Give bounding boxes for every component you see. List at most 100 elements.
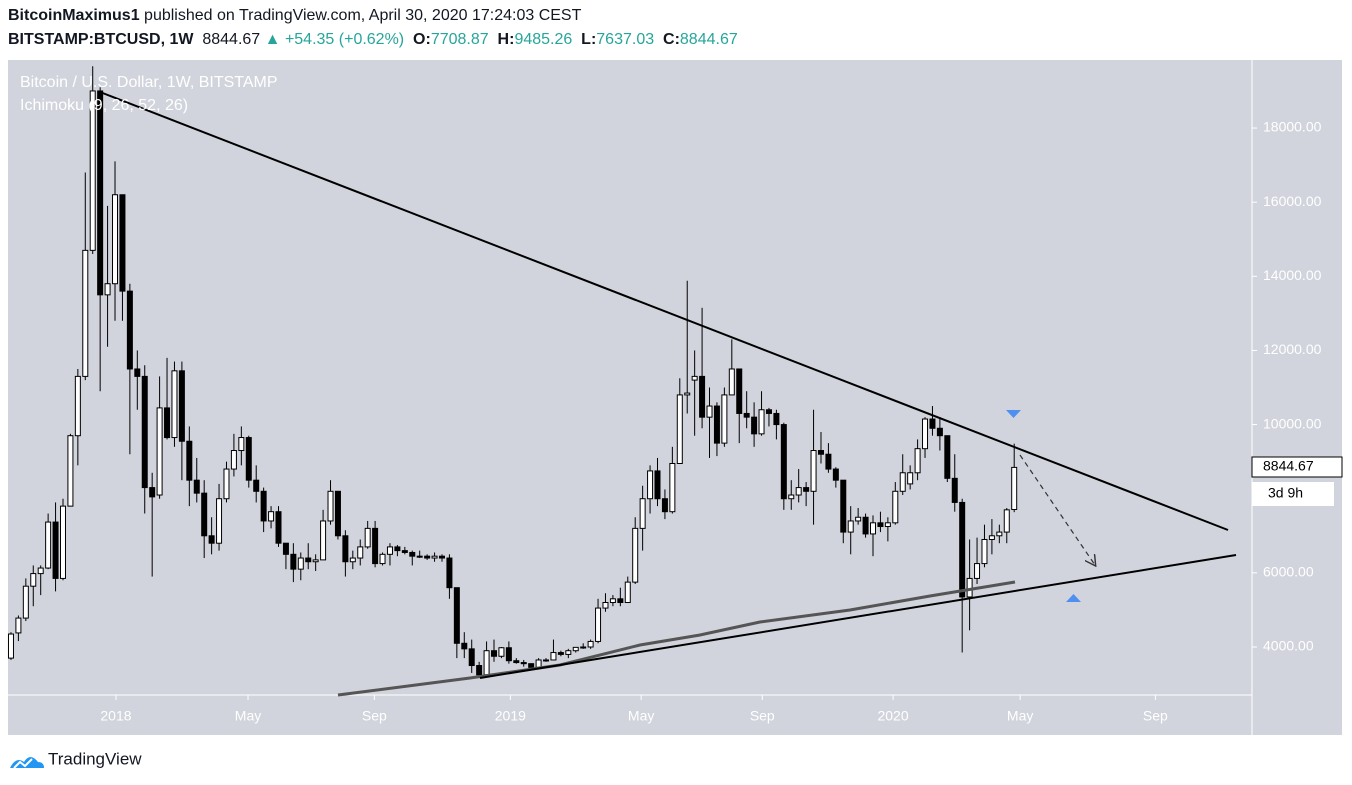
candle-body <box>617 598 624 604</box>
candle-body <box>320 520 327 561</box>
candle-body <box>609 598 616 604</box>
candle-body <box>907 472 914 485</box>
candle-body <box>572 646 579 652</box>
symbol: BITSTAMP:BTCUSD, 1W <box>8 31 194 48</box>
candle-body <box>691 375 698 381</box>
candle-body <box>156 407 163 496</box>
candle-body <box>401 550 408 553</box>
candle-body <box>877 522 884 528</box>
candle-body <box>996 531 1003 537</box>
candle-body <box>862 516 869 535</box>
up-marker <box>1066 594 1081 602</box>
candle-body <box>424 555 431 559</box>
candle-body <box>624 581 631 604</box>
candle-body <box>357 546 364 559</box>
low-value: 7637.03 <box>596 31 655 48</box>
candles <box>7 66 1018 677</box>
candle-body <box>565 650 572 655</box>
candle-body <box>476 665 483 676</box>
candle-body <box>505 647 512 662</box>
candle-body <box>988 535 995 540</box>
candle-body <box>134 368 141 377</box>
candle-body <box>461 642 468 650</box>
candle-body <box>974 563 981 579</box>
chart-background <box>8 60 1342 735</box>
candle-body <box>788 494 795 500</box>
candle-body <box>639 498 646 529</box>
candle-body <box>268 511 275 522</box>
candle-body <box>245 437 252 481</box>
candle-body <box>810 450 817 492</box>
candle-body <box>543 659 550 662</box>
candle-body <box>1011 466 1018 511</box>
candle-body <box>30 573 37 587</box>
candle-body <box>684 392 691 396</box>
candle-body <box>59 505 66 579</box>
last-price-box <box>1251 456 1343 478</box>
x-tick-label: Sep <box>1143 708 1168 724</box>
candle-body <box>728 368 735 396</box>
candle-body <box>795 487 802 496</box>
candle-body <box>676 394 683 465</box>
candle-body <box>379 553 386 565</box>
candle-body <box>922 418 929 450</box>
candle-body <box>67 435 74 507</box>
candle-body <box>104 283 111 296</box>
candle-body <box>7 633 14 659</box>
candle-body <box>981 538 988 565</box>
candle-body <box>178 370 185 442</box>
published: published on TradingView.com, April 30, … <box>139 7 582 24</box>
open-label: O: <box>413 31 431 48</box>
close-label: C: <box>663 31 680 48</box>
candle-body <box>803 487 810 492</box>
candle-body <box>557 652 564 655</box>
projection-arrow <box>1019 454 1095 565</box>
candle-body <box>297 557 304 570</box>
candle-body <box>587 640 594 648</box>
candle-body <box>884 522 891 528</box>
candle-body <box>82 249 89 377</box>
candle-body <box>498 647 505 657</box>
candle-body <box>721 394 728 444</box>
candle-body <box>580 646 587 649</box>
y-tick-label: 16000.00 <box>1263 193 1322 209</box>
candle-body <box>751 416 758 435</box>
last-price-label: 8844.67 <box>1263 458 1314 474</box>
candle-body <box>253 479 260 492</box>
candle-body <box>870 522 877 535</box>
candle-body <box>416 555 423 558</box>
candle-body <box>959 501 966 598</box>
candle-body <box>765 409 772 414</box>
candle-body <box>669 463 676 513</box>
candle-body <box>89 90 96 251</box>
down-marker <box>1006 410 1021 418</box>
low-label: L: <box>581 31 597 48</box>
change: ▲ +54.35 (+0.62%) <box>264 31 405 48</box>
candle-body <box>535 659 542 668</box>
candle-body <box>275 511 282 544</box>
candle-body <box>513 660 520 664</box>
candle-body <box>52 521 59 579</box>
y-tick-label: 4000.00 <box>1263 638 1314 654</box>
candle-body <box>855 516 862 522</box>
countdown: 3d 9h <box>1268 485 1303 501</box>
candle-body <box>713 405 720 444</box>
candle-body <box>602 602 609 609</box>
candle-body <box>193 479 200 494</box>
candle-body <box>223 468 230 500</box>
high-value: 9485.26 <box>514 31 573 48</box>
candle-body <box>208 535 215 544</box>
y-tick-label: 10000.00 <box>1263 415 1322 431</box>
candle-body <box>305 557 312 563</box>
candle-body <box>520 662 527 665</box>
header-line-2: BITSTAMP:BTCUSD, 1W 8844.67 ▲ +54.35 (+0… <box>8 31 738 49</box>
candle-body <box>45 521 52 569</box>
x-tick-label: May <box>628 708 654 724</box>
candle-body <box>736 368 743 414</box>
candle-body <box>394 546 401 552</box>
candle-body <box>446 557 453 589</box>
candle-body <box>780 424 787 500</box>
candle-body <box>661 498 668 513</box>
candle-body <box>847 520 854 533</box>
